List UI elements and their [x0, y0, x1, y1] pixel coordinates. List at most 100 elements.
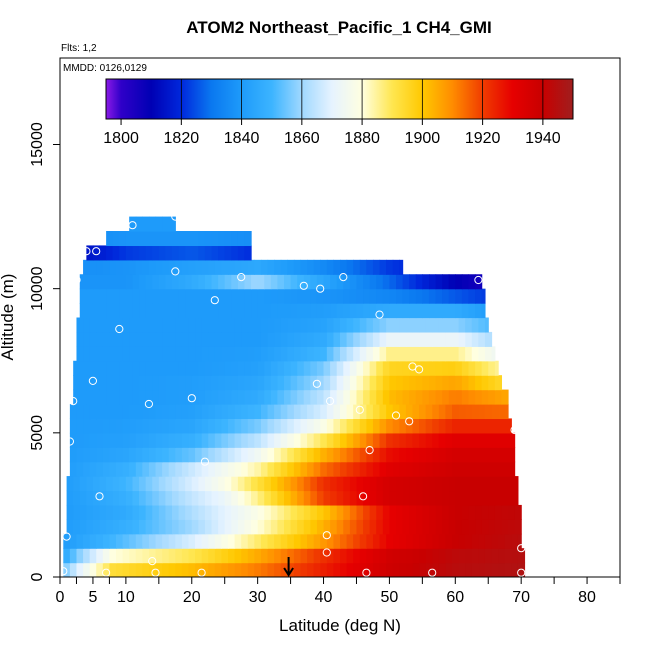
heatmap-cell [330, 274, 338, 290]
observation-point [82, 247, 91, 256]
heatmap-cell [409, 303, 417, 319]
heatmap-cell [399, 404, 407, 420]
heatmap-cell [359, 317, 367, 333]
colorbar-tick-label: 1900 [405, 130, 441, 147]
heatmap-cell [481, 504, 489, 520]
heatmap-cell [323, 490, 331, 506]
heatmap-cell [204, 360, 213, 376]
heatmap-cell [326, 562, 335, 577]
heatmap-cell [172, 288, 180, 304]
heatmap-cell [247, 317, 255, 333]
heatmap-cell [303, 303, 311, 319]
heatmap-cell [346, 404, 354, 420]
heatmap-cell [359, 259, 367, 275]
heatmap-cell [369, 360, 377, 376]
heatmap-cell [234, 562, 242, 577]
heatmap-cell [172, 303, 180, 319]
heatmap-cell [260, 404, 269, 420]
heatmap-cell [419, 447, 427, 463]
heatmap-cell [386, 404, 394, 420]
heatmap-cell [102, 259, 111, 275]
heatmap-cell [277, 389, 285, 405]
heatmap-cell [231, 303, 239, 319]
heatmap-cell [316, 519, 325, 535]
dates-label: MMDD: 0126,0129 [63, 63, 147, 74]
heatmap-cell [102, 461, 111, 477]
heatmap-cell [290, 389, 298, 405]
heatmap-cell [152, 504, 160, 520]
heatmap-cell [498, 432, 506, 448]
heatmap-cell [425, 317, 433, 333]
heatmap-cell [214, 259, 223, 275]
heatmap-cell [468, 519, 476, 535]
heatmap-cell [481, 375, 489, 391]
heatmap-cell [307, 533, 315, 549]
heatmap-cell [465, 432, 473, 448]
heatmap-cell [419, 432, 427, 448]
heatmap-cell [379, 418, 387, 434]
heatmap-cell [125, 360, 134, 376]
heatmap-cell [498, 461, 506, 477]
heatmap-cell [201, 259, 209, 275]
heatmap-cell [475, 303, 483, 319]
heatmap-cell [181, 404, 190, 420]
heatmap-cell [363, 274, 371, 290]
heatmap-cell [326, 331, 335, 347]
heatmap-cell [83, 548, 91, 564]
heatmap-cell [346, 548, 354, 564]
heatmap-cell [310, 288, 318, 304]
heatmap-cell [201, 331, 209, 347]
heatmap-cell [178, 375, 186, 391]
heatmap-cell [461, 288, 470, 304]
observation-point [517, 568, 526, 577]
heatmap-cell [260, 461, 269, 477]
heatmap-cell [326, 461, 335, 477]
heatmap-cell [419, 317, 427, 333]
heatmap-cell [303, 519, 311, 535]
heatmap-cell [310, 274, 318, 290]
heatmap-cell [116, 331, 124, 347]
heatmap-cell [379, 461, 387, 477]
heatmap-cell [125, 476, 134, 492]
heatmap-cell [435, 360, 443, 376]
y-tick-label: 0 [29, 572, 46, 581]
heatmap-cell [461, 389, 470, 405]
heatmap-cell [366, 562, 374, 577]
heatmap-cell [96, 331, 104, 347]
heatmap-cell [428, 274, 437, 290]
heatmap-cell [148, 461, 157, 477]
heatmap-cell [399, 259, 404, 275]
heatmap-cell [139, 274, 147, 290]
heatmap-cell [484, 432, 493, 448]
heatmap-cell [267, 346, 275, 362]
heatmap-cell [267, 317, 275, 333]
heatmap-cell [270, 476, 279, 492]
heatmap-cell [208, 404, 216, 420]
heatmap-cell [468, 274, 476, 290]
heatmap-cell [412, 548, 420, 564]
heatmap-cell [148, 331, 157, 347]
heatmap-cell [231, 476, 239, 492]
heatmap-cell [448, 288, 456, 304]
heatmap-cell [428, 519, 437, 535]
heatmap-cell [109, 331, 117, 347]
heatmap-cell [346, 418, 354, 434]
heatmap-cell [422, 375, 430, 391]
heatmap-cell [139, 389, 147, 405]
heatmap-cell [145, 375, 153, 391]
heatmap-cell [392, 259, 400, 275]
heatmap-cell [264, 519, 272, 535]
heatmap-cell [228, 346, 236, 362]
heatmap-cell [290, 490, 298, 506]
heatmap-cell [412, 317, 420, 333]
heatmap-cell [336, 303, 344, 319]
heatmap-cell [165, 245, 173, 261]
heatmap-cell [260, 432, 269, 448]
heatmap-cell [412, 346, 420, 362]
heatmap-cell [116, 418, 124, 434]
x-tick-label: 70 [512, 589, 530, 606]
heatmap-cell [99, 288, 107, 304]
heatmap-cell [310, 360, 318, 376]
heatmap-cell [188, 562, 196, 577]
heatmap-cell [438, 346, 447, 362]
